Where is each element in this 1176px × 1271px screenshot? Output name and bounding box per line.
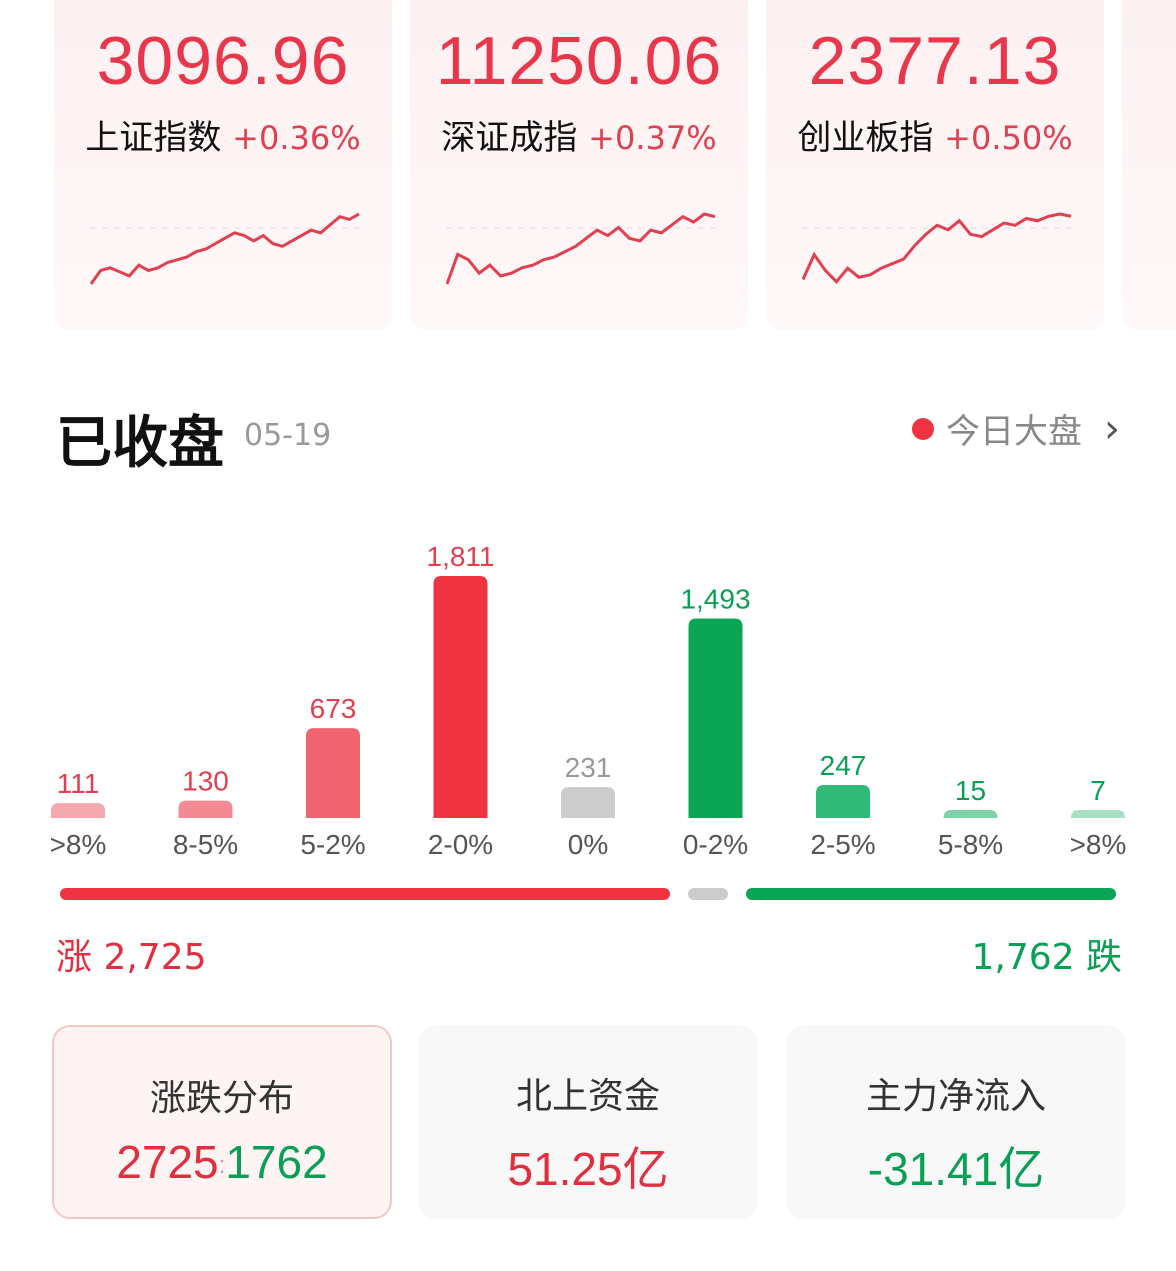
index-card-partial[interactable] <box>1122 0 1176 330</box>
bar <box>1071 810 1125 818</box>
bar <box>561 787 615 818</box>
index-card-cyb[interactable]: 2377.13 创业板指 +0.50% <box>766 0 1104 330</box>
down-ratio-bar <box>746 888 1116 900</box>
bar <box>306 728 360 818</box>
sparkline-path <box>802 212 1072 284</box>
category-label: 5-2% <box>300 829 365 860</box>
index-name: 深证成指 <box>441 118 578 158</box>
index-card-sz[interactable]: 11250.06 深证成指 +0.37% <box>410 0 748 330</box>
stat-up: 2725 <box>116 1136 219 1188</box>
stat-main-inflow[interactable]: 主力净流入 -31.41亿 <box>786 1025 1126 1219</box>
index-change: +0.37% <box>588 119 717 157</box>
category-label: 5-8% <box>938 829 1003 860</box>
index-value: 3096.96 <box>96 23 350 99</box>
category-label: >8% <box>1070 829 1127 860</box>
stat-title: 主力净流入 <box>865 1076 1046 1117</box>
bar-value-label: 111 <box>57 768 100 799</box>
index-value: 2377.13 <box>808 23 1062 99</box>
chevron-right-icon: › <box>1104 405 1120 452</box>
bar <box>178 800 233 818</box>
bar <box>688 618 743 818</box>
bar-value-label: 1,811 <box>427 541 495 572</box>
stat-title: 涨跌分布 <box>149 1078 294 1119</box>
flat-ratio-bar <box>688 888 728 900</box>
live-dot-icon <box>912 417 934 440</box>
bar-value-label: 231 <box>565 752 612 783</box>
category-label: 0-2% <box>683 829 748 860</box>
bar <box>433 576 488 818</box>
stat-sep: : <box>218 1151 226 1179</box>
sparkline-path <box>90 212 360 285</box>
sparkline <box>446 212 716 285</box>
bar-value-label: 1,493 <box>680 583 750 614</box>
index-name: 创业板指 <box>797 118 934 158</box>
category-label: 8-5% <box>173 829 238 860</box>
market-status-title: 已收盘 <box>56 411 224 476</box>
sparkline <box>90 212 360 285</box>
index-name: 上证指数 <box>85 118 222 158</box>
stat-distribution[interactable]: 涨跌分布 2725:1762 <box>52 1025 392 1219</box>
category-label: 2-5% <box>810 829 875 860</box>
bar-value-label: 673 <box>310 693 357 724</box>
down-count: 1,762 跌 <box>971 937 1122 978</box>
sparkline-path <box>446 212 716 285</box>
index-card-sh[interactable]: 3096.96 上证指数 +0.36% <box>54 0 392 330</box>
stat-value: -31.41亿 <box>867 1143 1045 1195</box>
bar <box>816 784 870 818</box>
index-change: +0.36% <box>232 119 361 157</box>
category-label: >8% <box>50 829 107 860</box>
stat-value: 51.25亿 <box>507 1143 669 1195</box>
category-label: 0% <box>568 829 608 860</box>
up-ratio-bar <box>60 888 670 900</box>
sparkline <box>802 212 1072 284</box>
market-date: 05-19 <box>244 418 332 453</box>
up-count: 涨 2,725 <box>56 937 207 978</box>
bar-value-label: 15 <box>955 775 986 806</box>
stat-title: 北上资金 <box>515 1076 660 1117</box>
stat-down: 1762 <box>225 1136 328 1188</box>
today-market-link[interactable]: 今日大盘 › <box>912 404 1120 453</box>
category-label: 2-0% <box>428 829 493 860</box>
distribution-chart: 111 >8% 130 8-5% 673 5-2% 1,811 2-0% 231 0% 1,493 0… <box>50 541 1127 860</box>
today-market-label: 今日大盘 <box>946 412 1082 452</box>
index-value: 11250.06 <box>435 23 723 99</box>
bar-value-label: 7 <box>1090 775 1106 806</box>
index-change: +0.50% <box>944 119 1073 157</box>
bar <box>943 810 998 818</box>
bar-value-label: 130 <box>182 766 229 797</box>
bar-value-label: 247 <box>820 750 867 781</box>
bar <box>51 803 105 818</box>
stat-northbound[interactable]: 北上资金 51.25亿 <box>418 1025 758 1219</box>
